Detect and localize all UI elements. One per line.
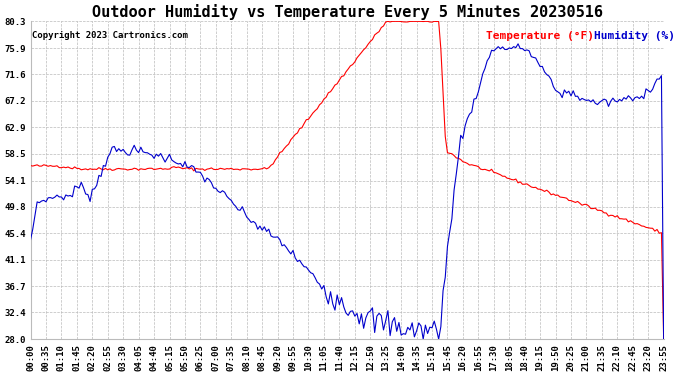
Text: Copyright 2023 Cartronics.com: Copyright 2023 Cartronics.com	[32, 31, 188, 40]
Title: Outdoor Humidity vs Temperature Every 5 Minutes 20230516: Outdoor Humidity vs Temperature Every 5 …	[92, 4, 602, 20]
Text: Temperature (°F): Temperature (°F)	[486, 31, 594, 41]
Text: Humidity (%): Humidity (%)	[594, 31, 675, 41]
